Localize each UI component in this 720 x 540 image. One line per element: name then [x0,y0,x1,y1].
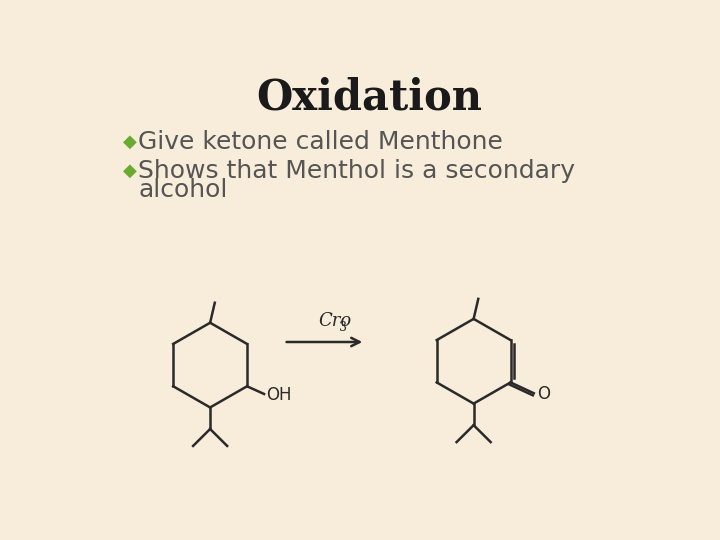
Text: alcohol: alcohol [138,178,228,202]
Text: Give ketone called Menthone: Give ketone called Menthone [138,130,503,154]
Text: ◆: ◆ [122,162,136,180]
Text: 3: 3 [339,321,347,334]
Text: ◆: ◆ [122,133,136,151]
Text: OH: OH [266,386,291,404]
Text: Shows that Menthol is a secondary: Shows that Menthol is a secondary [138,159,575,183]
Text: O: O [537,385,550,403]
Text: Oxidation: Oxidation [256,76,482,118]
Text: Cro: Cro [318,312,351,330]
